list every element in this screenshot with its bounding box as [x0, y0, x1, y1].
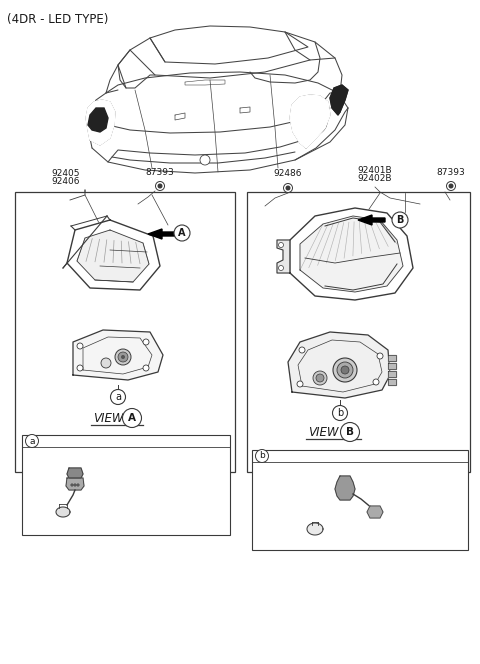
Text: VIEW: VIEW [308, 426, 338, 438]
Polygon shape [388, 379, 396, 385]
Circle shape [174, 225, 190, 241]
Text: 92451A: 92451A [130, 479, 165, 487]
Circle shape [392, 212, 408, 228]
Circle shape [158, 184, 162, 188]
Circle shape [77, 365, 83, 371]
Circle shape [299, 347, 305, 353]
Polygon shape [388, 355, 396, 361]
Text: (4DR - LED TYPE): (4DR - LED TYPE) [7, 13, 108, 26]
Circle shape [297, 381, 303, 387]
FancyBboxPatch shape [22, 435, 230, 535]
Circle shape [77, 343, 83, 349]
Circle shape [333, 358, 357, 382]
Polygon shape [290, 95, 330, 148]
Circle shape [255, 450, 268, 463]
Circle shape [446, 181, 456, 191]
Text: a: a [115, 392, 121, 402]
Circle shape [313, 371, 327, 385]
Text: b: b [337, 408, 343, 418]
FancyBboxPatch shape [252, 450, 468, 550]
Text: 92450A: 92450A [355, 471, 390, 481]
Circle shape [118, 352, 128, 362]
Circle shape [101, 358, 111, 368]
FancyBboxPatch shape [15, 192, 235, 472]
Circle shape [333, 406, 348, 420]
Circle shape [341, 366, 349, 374]
Polygon shape [300, 216, 403, 292]
Circle shape [449, 184, 453, 188]
Circle shape [286, 186, 290, 190]
Circle shape [284, 183, 292, 193]
Circle shape [121, 355, 125, 359]
Circle shape [278, 266, 284, 270]
Text: VIEW: VIEW [93, 412, 123, 424]
Polygon shape [388, 371, 396, 377]
Circle shape [77, 484, 79, 486]
Circle shape [74, 484, 76, 486]
Text: 87393: 87393 [437, 168, 466, 177]
Text: B: B [346, 427, 354, 437]
Polygon shape [335, 476, 355, 500]
Circle shape [373, 379, 379, 385]
Polygon shape [290, 208, 413, 300]
Text: 18642E: 18642E [262, 527, 296, 535]
Circle shape [115, 349, 131, 365]
Polygon shape [66, 478, 84, 490]
Text: 87393: 87393 [145, 168, 174, 177]
Polygon shape [358, 215, 385, 225]
Polygon shape [388, 363, 396, 369]
Text: A: A [178, 228, 186, 238]
Polygon shape [73, 330, 163, 380]
Polygon shape [307, 523, 323, 535]
Text: B: B [396, 215, 404, 225]
Text: A: A [128, 413, 136, 423]
Circle shape [110, 390, 125, 404]
Text: 18643P: 18643P [130, 507, 164, 517]
Text: a: a [29, 436, 35, 446]
Circle shape [71, 484, 73, 486]
Circle shape [337, 362, 353, 378]
Circle shape [340, 422, 360, 442]
Polygon shape [86, 100, 115, 145]
Polygon shape [88, 108, 108, 132]
Polygon shape [56, 507, 70, 517]
Polygon shape [367, 506, 383, 518]
Circle shape [316, 374, 324, 382]
Polygon shape [67, 468, 83, 478]
Polygon shape [288, 332, 390, 398]
Circle shape [143, 365, 149, 371]
Text: 92406: 92406 [52, 177, 80, 186]
FancyBboxPatch shape [247, 192, 470, 472]
Polygon shape [77, 230, 149, 282]
Circle shape [377, 353, 383, 359]
Circle shape [156, 181, 165, 191]
Circle shape [122, 408, 142, 428]
Text: 92401B: 92401B [358, 166, 392, 175]
Circle shape [200, 155, 210, 165]
Circle shape [143, 339, 149, 345]
Text: 92405: 92405 [52, 169, 80, 178]
Text: 92486: 92486 [274, 169, 302, 178]
Text: 92402B: 92402B [358, 174, 392, 183]
Polygon shape [330, 85, 348, 115]
Circle shape [25, 434, 38, 448]
Circle shape [278, 242, 284, 248]
Polygon shape [277, 240, 290, 273]
Polygon shape [148, 229, 175, 239]
Polygon shape [67, 220, 160, 290]
Text: b: b [259, 452, 265, 461]
